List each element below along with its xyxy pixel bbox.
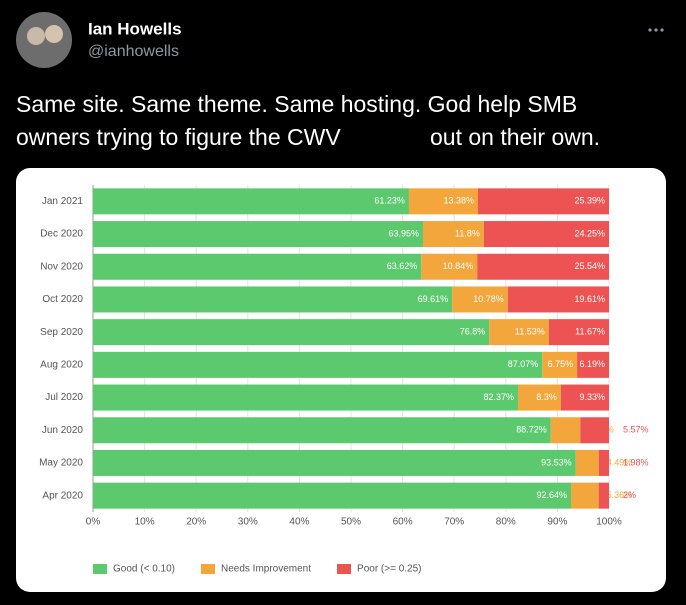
data-label: 88.72% (516, 425, 547, 435)
avatar-face (27, 27, 45, 45)
bar-segment (93, 221, 423, 248)
bar-segment (518, 384, 561, 411)
tweet-text: owners trying to figure the CWV (16, 124, 341, 150)
author-name[interactable]: Ian Howells (88, 19, 182, 38)
bar-segment (93, 449, 576, 476)
data-label: 2% (623, 490, 636, 500)
data-label: 87.07% (508, 359, 539, 369)
bar-segment (580, 417, 609, 444)
bar-segment (422, 221, 484, 248)
bar-segment (408, 188, 478, 215)
data-label: 63.95% (388, 228, 419, 238)
data-label: 82.37% (483, 392, 514, 402)
data-label: 5.57% (623, 425, 649, 435)
tweet-text: out on their own. (430, 124, 600, 150)
bar-segment (452, 286, 508, 313)
x-tick-label: 30% (238, 517, 258, 528)
data-label: 10.84% (443, 261, 474, 271)
bar-segment (550, 417, 581, 444)
x-tick-label: 100% (596, 517, 622, 528)
data-label: 63.62% (387, 261, 418, 271)
bar-segment (483, 221, 609, 248)
bar-segment (542, 351, 578, 378)
bar-segment (93, 319, 490, 346)
data-label: 11.8% (455, 228, 480, 238)
data-label: 11.53% (515, 327, 545, 337)
bar-segment (507, 286, 609, 313)
data-label: 92.64% (536, 490, 567, 500)
x-tick-label: 40% (289, 517, 309, 528)
data-label: 76.8% (460, 327, 486, 337)
y-tick-label: Dec 2020 (40, 229, 83, 240)
bar-segment (93, 253, 422, 280)
data-label: 61.23% (374, 196, 405, 206)
bar-segment (477, 188, 609, 215)
data-label: 6.75% (548, 359, 574, 369)
data-label: 9.33% (579, 392, 605, 402)
y-tick-label: Apr 2020 (42, 490, 83, 501)
data-label: 19.61% (574, 294, 605, 304)
x-tick-label: 20% (186, 517, 206, 528)
y-tick-label: Jul 2020 (45, 392, 83, 403)
data-label: 13.38% (443, 196, 474, 206)
avatar-face (45, 25, 63, 43)
bar-segment (598, 482, 609, 509)
bar-segment (93, 188, 409, 215)
bar-segment (477, 253, 609, 280)
data-label: 5.36% (607, 490, 633, 500)
x-tick-label: 90% (547, 517, 567, 528)
data-label: 1.98% (623, 457, 649, 467)
legend-label: Needs Improvement (221, 564, 311, 575)
tweet-text: Same site. Same theme. Same hosting. God… (16, 91, 577, 117)
x-tick-label: 10% (135, 517, 155, 528)
bar-segment (575, 449, 599, 476)
bar-segment (489, 319, 549, 346)
x-tick-label: 80% (496, 517, 516, 528)
legend-swatch (93, 564, 107, 574)
data-label: 8.3% (536, 392, 557, 402)
more-menu[interactable] (648, 28, 664, 32)
data-label: 25.39% (574, 196, 605, 206)
legend-swatch (337, 564, 352, 574)
y-tick-label: Oct 2020 (42, 294, 83, 305)
legend-label: Good (< 0.10) (113, 564, 175, 575)
data-label: 10.78% (473, 294, 504, 304)
bar-segment (598, 449, 609, 476)
x-tick-label: 70% (444, 517, 464, 528)
data-label: 4.49% (607, 457, 633, 467)
data-label: 24.25% (574, 228, 605, 238)
y-tick-label: May 2020 (39, 458, 83, 469)
data-label: 6.19% (580, 359, 606, 369)
legend-swatch (200, 564, 215, 574)
bar-segment (93, 384, 519, 411)
legend-label: Poor (>= 0.25) (357, 564, 421, 575)
bar-segment (93, 417, 551, 444)
x-tick-label: 0% (86, 517, 101, 528)
x-tick-label: 50% (341, 517, 361, 528)
bar-segment (560, 384, 609, 411)
author-handle[interactable]: @ianhowells (88, 43, 179, 60)
bar-segment (93, 351, 543, 378)
data-label: 25.54% (574, 261, 605, 271)
data-label: 93.53% (541, 457, 572, 467)
bar-segment (421, 253, 478, 280)
data-label: 11.67% (575, 327, 605, 337)
y-tick-label: Aug 2020 (40, 359, 83, 370)
bar-segment (93, 286, 453, 313)
bar-segment (577, 351, 610, 378)
bar-segment (548, 319, 609, 346)
chart: 0% 10% 20% 30% 40% 50% 60% 70% 80% 90% 100% Jan 202… (39, 185, 649, 575)
bar-segment (93, 482, 572, 509)
data-label: 69.61% (418, 294, 449, 304)
y-tick-label: Jun 2020 (42, 425, 84, 436)
bar-segment (571, 482, 599, 509)
y-tick-label: Nov 2020 (40, 261, 83, 272)
y-tick-label: Jan 2021 (42, 196, 84, 207)
y-tick-label: Sep 2020 (40, 327, 83, 338)
x-tick-label: 60% (393, 517, 413, 528)
